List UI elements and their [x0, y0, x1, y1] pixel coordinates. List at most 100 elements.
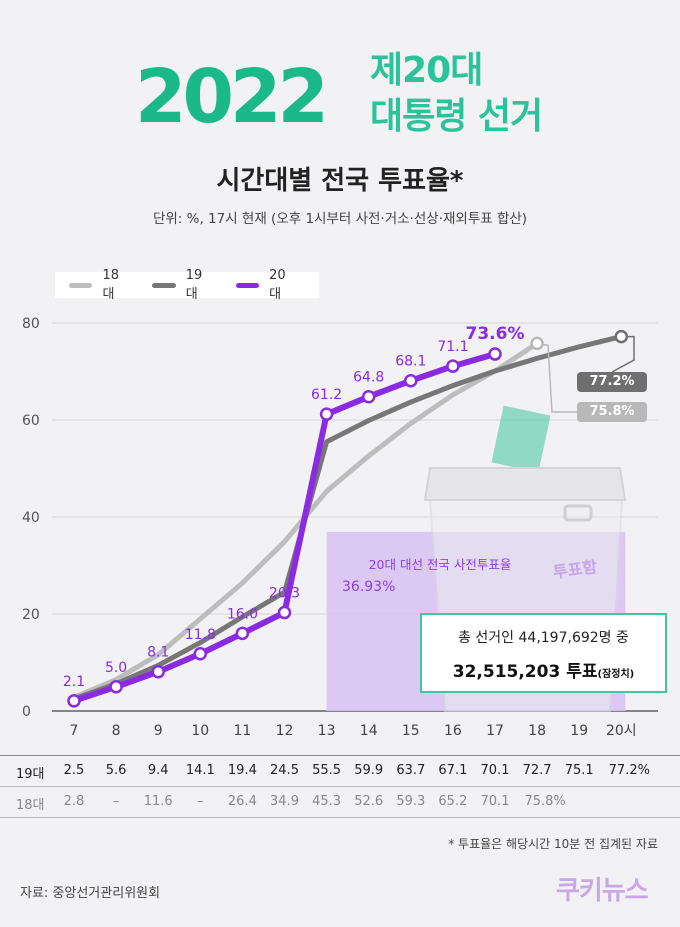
table-cell: 24.5	[270, 763, 299, 778]
marker-20-9	[151, 664, 165, 679]
table-cell: 65.2	[438, 794, 468, 809]
series-line-1	[71, 334, 624, 702]
legend-item-0: 18대	[69, 268, 126, 302]
table-row: 18대 2.8 – 11.6 – 26.4 34.9 45.3 52.6 59.3 65.2 70.1…	[0, 787, 680, 818]
marker-20-15	[404, 373, 418, 388]
table-cell: 77.2%	[608, 763, 650, 778]
axes: 0 20 40 60 80 7 8 9 10 11 12 13 14 15 16 17 18 19 20시	[22, 316, 637, 739]
data-label-20-10: 11.8	[185, 627, 216, 643]
title-block: 2022 제20대 대통령 선거	[0, 40, 680, 150]
marker-20-8	[109, 680, 123, 694]
table-row: 19대 2.5 5.6 9.4 14.1 19.4 24.5 55.5 59.9 63.7 67.1…	[0, 755, 680, 787]
provisional-note: (잠정치)	[597, 669, 635, 680]
data-label-20-11: 16.0	[227, 606, 258, 622]
x-tick-16: 16	[444, 723, 462, 739]
early-vote-label: 20대 대선 전국 사전투표율 36.93%	[330, 554, 550, 598]
chart-subtitle: 단위: %, 17시 현재 (오후 1시부터 사전·거소·선상·재외투표 합산)	[152, 211, 528, 227]
early-vote-value: 36.93%	[342, 579, 396, 595]
legend-swatch-2	[235, 282, 260, 288]
marker-20-16	[446, 359, 460, 373]
marker-20-14	[361, 389, 376, 404]
series-lines	[67, 329, 635, 708]
votes-cast-count: 32,515,203 투표	[452, 662, 598, 682]
marker-20-12	[277, 605, 292, 620]
votes-cast-text: 32,515,203 투표(잠정치)	[422, 657, 665, 682]
legend-item-2: 20대	[235, 268, 293, 302]
marker-18-end	[530, 336, 544, 351]
table-cell: 26.4	[227, 794, 257, 809]
marker-19-end	[614, 329, 629, 344]
data-labels: 2.1 5.0 8.1 11.8 16.0 20.3 61.2 64.8 68.1 71.173.…	[63, 324, 525, 690]
table-cell: 75.1	[564, 763, 594, 778]
data-label-20-14: 64.8	[353, 370, 384, 386]
x-tick-15: 15	[402, 723, 420, 739]
table-cell: 75.8%	[524, 794, 566, 809]
marker-20-11	[235, 626, 250, 641]
ballot-box-handle	[563, 504, 593, 522]
data-label-20-9: 8.1	[147, 645, 169, 661]
x-tick-20시: 20시	[606, 723, 637, 739]
x-tick-13: 13	[318, 723, 336, 739]
x-tick-8: 8	[112, 723, 121, 739]
y-tick-20: 20	[22, 607, 40, 623]
table-cell: 67.1	[438, 763, 468, 778]
voter-info-box: 총 선거인 44,197,692명 중 32,515,203 투표(잠정치)	[420, 613, 667, 693]
table-row-label: 19대	[16, 767, 45, 782]
table-cell: 63.7	[396, 763, 426, 778]
table-cell: 59.3	[396, 794, 426, 809]
legend-item-1: 19대	[152, 268, 209, 302]
data-label-20-12: 20.3	[269, 586, 300, 602]
table-cell: 70.1	[480, 794, 510, 809]
data-label-20-16: 71.1	[437, 339, 468, 355]
table-cell: 70.1	[480, 763, 510, 778]
table-cell: –	[112, 794, 120, 809]
x-tick-9: 9	[154, 723, 163, 739]
x-tick-11: 11	[233, 723, 251, 739]
y-tick-0: 0	[22, 704, 31, 720]
x-tick-18: 18	[528, 723, 546, 739]
x-tick-7: 7	[70, 723, 79, 739]
legend-swatch-0	[69, 282, 93, 288]
data-label-20-15: 68.1	[395, 354, 426, 370]
table-cell: 5.6	[105, 763, 127, 778]
marker-20-13	[319, 407, 334, 421]
table-cell: 2.8	[63, 794, 85, 809]
x-tick-17: 17	[486, 723, 504, 739]
brand-logo: 쿠키뉴스	[556, 876, 649, 906]
legend-label-1: 19대	[185, 268, 203, 302]
table-cell: 45.3	[312, 794, 342, 809]
table-cell: 14.1	[185, 763, 215, 778]
legend: 18대 19대 20대	[55, 268, 319, 302]
end-label-19: 77.2%	[577, 372, 647, 392]
table-cell: 34.9	[270, 794, 299, 809]
election-line-2: 대통령 선거	[370, 96, 543, 137]
table-cell: 59.9	[354, 763, 384, 778]
data-label-20-7: 2.1	[63, 674, 85, 690]
election-title: 제20대 대통령 선거	[370, 48, 570, 140]
data-label-20-13: 61.2	[311, 387, 342, 403]
table-cell: 72.7	[522, 763, 552, 778]
table-cell: 19.4	[227, 763, 257, 778]
marker-20-10	[193, 647, 208, 661]
ballot-box-lid	[423, 467, 627, 501]
source: 자료: 중앙선거관리위원회	[20, 886, 161, 901]
total-voters-text: 총 선거인 44,197,692명 중	[458, 630, 629, 646]
ballot-paper	[491, 405, 551, 473]
y-tick-80: 80	[22, 316, 40, 332]
marker-20-17	[488, 347, 502, 361]
y-tick-40: 40	[22, 510, 40, 526]
x-tick-12: 12	[276, 723, 294, 739]
legend-label-2: 20대	[269, 268, 286, 302]
chart-title: 시간대별 전국 투표율*	[216, 166, 464, 196]
data-label-20-8: 5.0	[105, 660, 127, 676]
x-tick-14: 14	[360, 723, 378, 739]
table-row-label: 18대	[16, 798, 45, 813]
early-vote-text: 20대 대선 전국 사전투표율	[368, 557, 512, 572]
end-label-18: 75.8%	[577, 402, 647, 422]
table-cell: –	[197, 794, 204, 809]
table-cell: 9.4	[147, 763, 169, 778]
table-cell: 55.5	[312, 763, 342, 778]
year-title: 2022	[135, 54, 329, 140]
table-cell: 11.6	[143, 794, 173, 809]
footnote: * 투표율은 해당시간 10분 전 집계된 자료	[448, 837, 658, 851]
